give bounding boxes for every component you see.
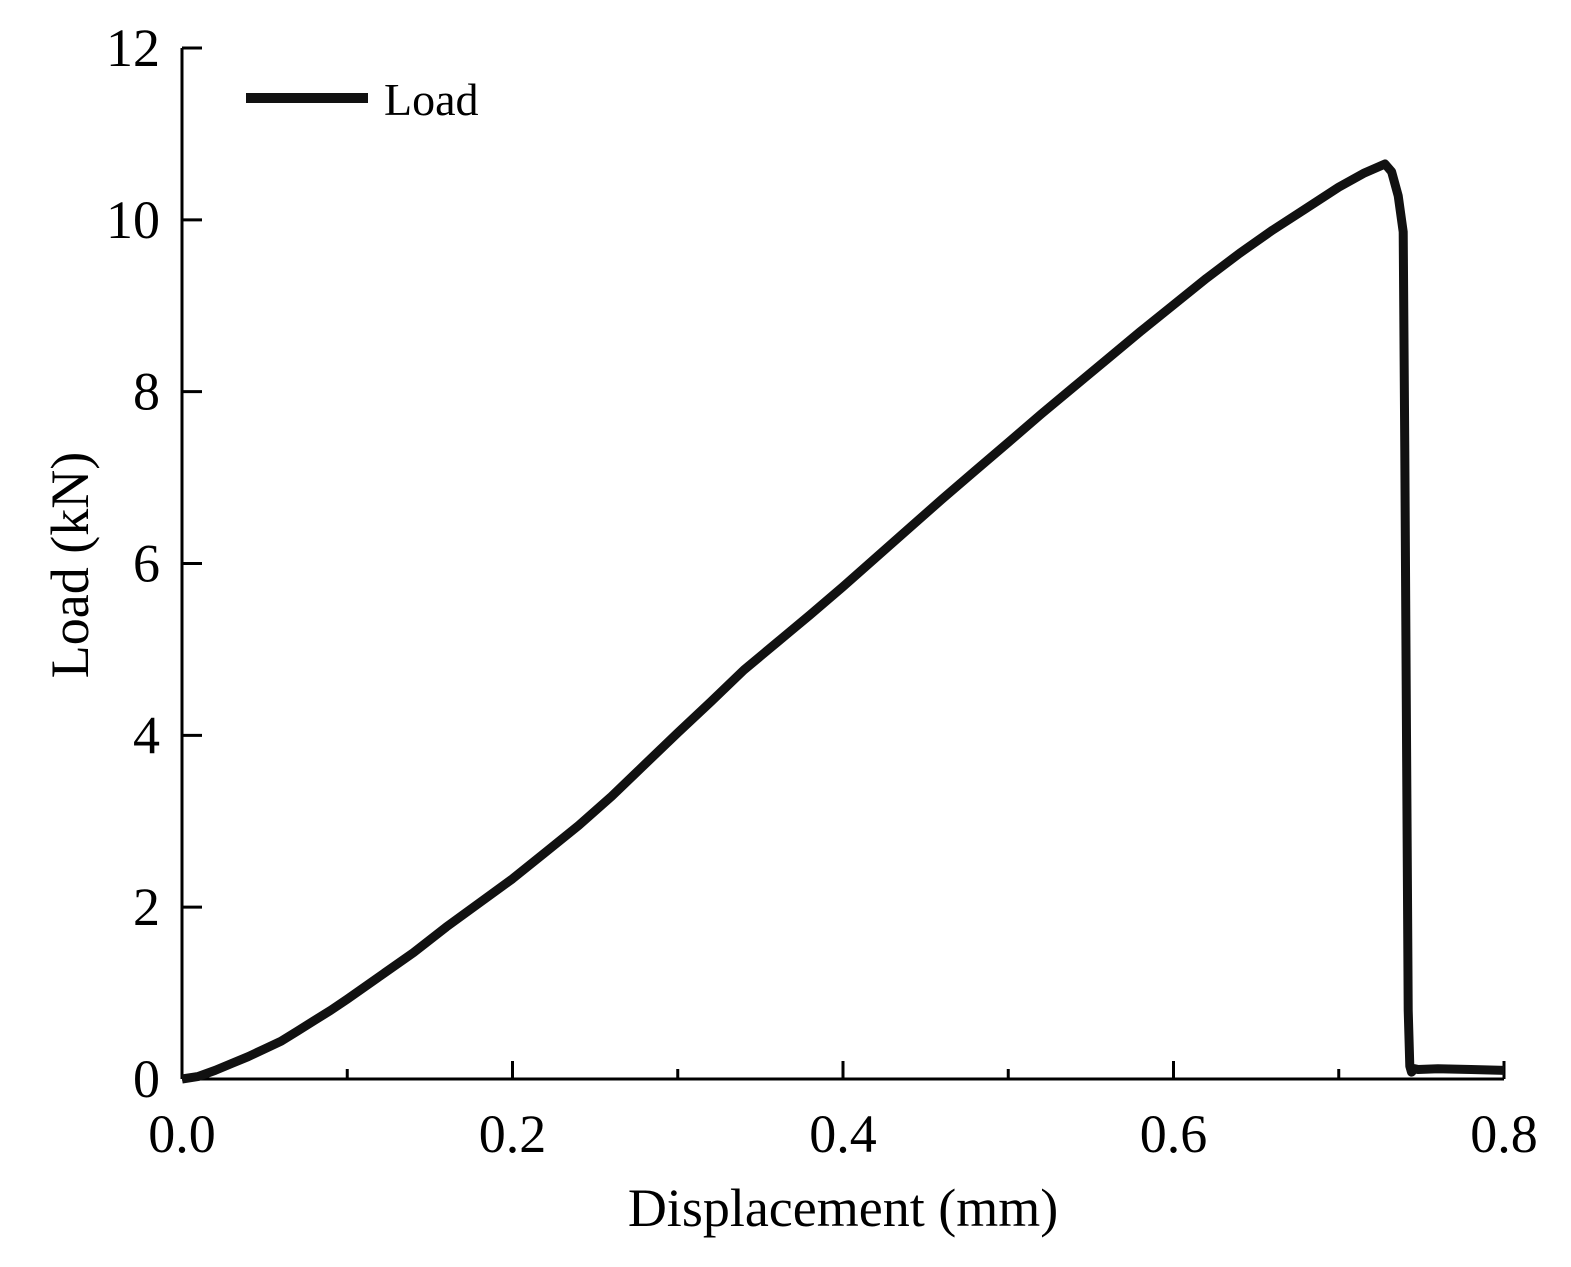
series-layer — [181, 159, 1505, 1084]
x-tick-label: 0.6 — [1140, 1104, 1208, 1164]
x-tick-label: 0.2 — [479, 1104, 547, 1164]
y-tick-label: 10 — [106, 190, 160, 250]
y-tick-label: 8 — [133, 362, 160, 422]
y-ticks: 0 2 4 6 8 10 12 — [106, 18, 202, 1109]
y-tick-label: 12 — [106, 18, 160, 78]
x-tick-label: 0.4 — [809, 1104, 877, 1164]
y-tick-label: 4 — [133, 705, 160, 765]
y-axis-title: Load (kN) — [40, 452, 100, 678]
y-tick-label: 0 — [133, 1049, 160, 1109]
x-tick-label: 0.0 — [148, 1104, 216, 1164]
axes — [180, 48, 1504, 1081]
legend-label-load: Load — [384, 74, 479, 125]
legend: Load — [246, 74, 479, 125]
y-tick-label: 2 — [133, 877, 160, 937]
x-ticks: 0.0 0.2 0.4 0.6 0.8 — [148, 1061, 1538, 1164]
series-line-load — [181, 159, 1505, 1084]
y-tick-label: 6 — [133, 534, 160, 594]
x-tick-label: 0.8 — [1470, 1104, 1538, 1164]
x-axis-title: Displacement (mm) — [628, 1178, 1058, 1238]
